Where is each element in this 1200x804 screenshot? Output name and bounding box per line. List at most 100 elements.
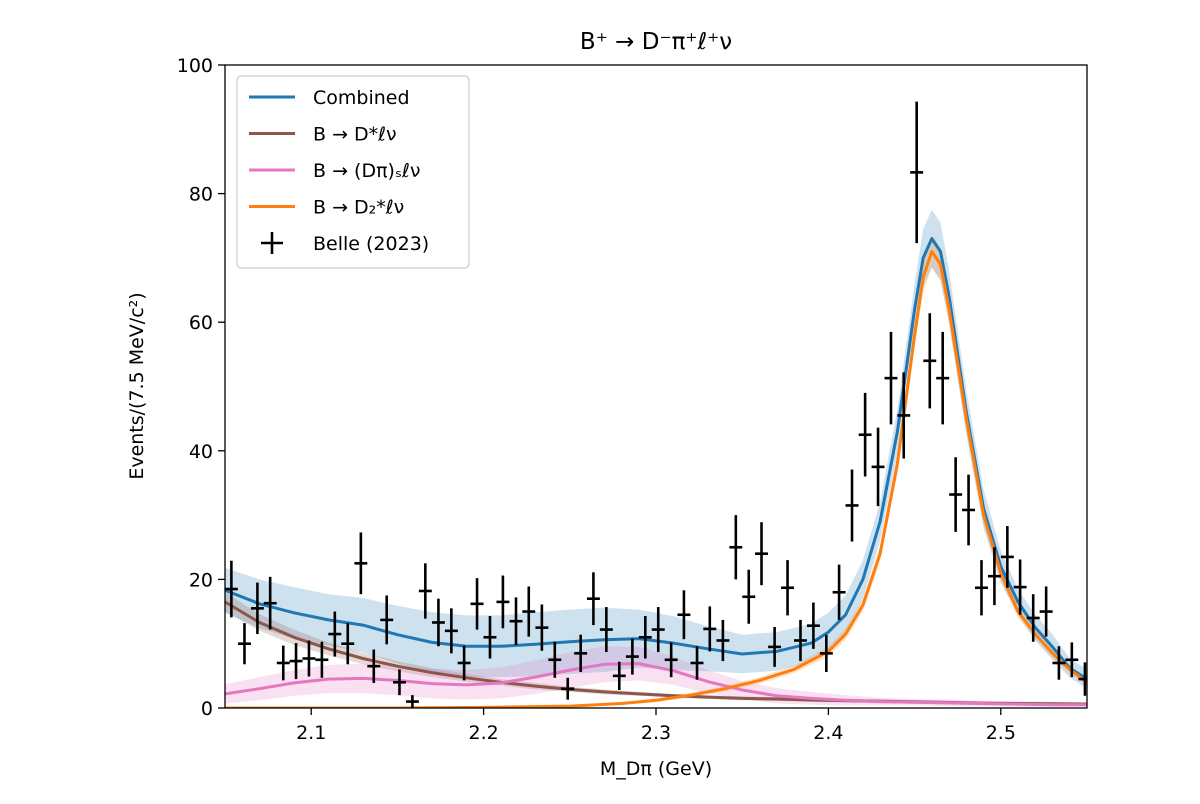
x-tick-label: 2.4 bbox=[813, 722, 843, 744]
data-point bbox=[1078, 662, 1087, 696]
data-point bbox=[923, 313, 937, 409]
legend-label: B → D*ℓν bbox=[313, 124, 397, 146]
legend-item-b-d: B → D*ℓν bbox=[249, 124, 397, 146]
data-point bbox=[703, 606, 717, 652]
data-point bbox=[664, 642, 678, 678]
data-point bbox=[962, 474, 976, 546]
data-point bbox=[535, 604, 549, 651]
data-point bbox=[1065, 642, 1079, 678]
data-point bbox=[819, 634, 833, 672]
data-point bbox=[302, 640, 316, 677]
data-point bbox=[457, 645, 471, 681]
data-point bbox=[315, 641, 329, 678]
data-point bbox=[755, 522, 768, 586]
data-point bbox=[574, 634, 588, 672]
data-point bbox=[690, 646, 704, 680]
band-b-d bbox=[225, 592, 1087, 707]
data-point bbox=[380, 595, 394, 645]
data-point bbox=[729, 515, 743, 580]
uncertainty-bands bbox=[225, 209, 1087, 708]
data-point bbox=[483, 616, 497, 659]
data-point bbox=[250, 582, 264, 635]
y-tick-label: 100 bbox=[177, 55, 213, 77]
data-point bbox=[794, 619, 807, 662]
data-point bbox=[806, 602, 820, 649]
data-point bbox=[716, 619, 730, 662]
data-point bbox=[897, 372, 911, 459]
data-point bbox=[367, 649, 381, 683]
data-point bbox=[1052, 646, 1066, 680]
y-tick-label: 20 bbox=[189, 569, 213, 591]
data-point bbox=[276, 645, 290, 681]
legend: Combined B → D*ℓν B → (Dπ)ₛℓν B → D₂*ℓν Bell… bbox=[236, 75, 470, 269]
data-point bbox=[742, 569, 756, 624]
data-point bbox=[768, 626, 782, 667]
data-point bbox=[405, 695, 419, 708]
band-combined bbox=[225, 209, 1087, 689]
y-tick-label: 80 bbox=[189, 184, 213, 206]
data-point bbox=[522, 586, 536, 637]
data-point bbox=[328, 611, 342, 657]
data-point bbox=[949, 457, 963, 532]
data-point bbox=[509, 597, 523, 645]
x-axis-title: M_Dπ (GeV) bbox=[600, 758, 712, 780]
legend-label: B → (Dπ)ₛℓν bbox=[313, 160, 420, 182]
data-points bbox=[225, 101, 1087, 708]
data-point bbox=[612, 661, 626, 690]
data-point bbox=[781, 560, 795, 616]
legend-item-b-d: B → (Dπ)ₛℓν bbox=[249, 160, 420, 182]
data-point bbox=[677, 590, 691, 640]
data-point bbox=[238, 623, 251, 665]
data-point bbox=[910, 101, 924, 244]
x-tick-label: 2.3 bbox=[641, 722, 671, 744]
data-point bbox=[599, 607, 613, 653]
data-point bbox=[444, 608, 458, 654]
data-point bbox=[987, 547, 1001, 606]
legend-frame bbox=[236, 75, 470, 269]
line-combined bbox=[225, 237, 1087, 681]
data-point bbox=[1000, 526, 1014, 588]
data-point bbox=[431, 598, 445, 647]
data-point bbox=[871, 427, 885, 507]
data-point bbox=[651, 607, 665, 653]
axes: 2.1 2.2 2.3 2.4 2.5 0 20 40 60 80 100 bbox=[177, 55, 1016, 744]
data-point bbox=[858, 392, 872, 477]
data-point bbox=[289, 643, 303, 680]
data-point bbox=[561, 677, 575, 700]
x-tick-label: 2.5 bbox=[986, 722, 1016, 744]
x-tick-label: 2.2 bbox=[468, 722, 498, 744]
line-b-d bbox=[225, 662, 1087, 707]
data-point bbox=[975, 560, 988, 616]
data-point bbox=[341, 623, 355, 665]
data-point bbox=[845, 469, 859, 542]
data-point bbox=[638, 616, 652, 659]
legend-item-combined: Combined bbox=[249, 87, 410, 109]
data-point bbox=[586, 572, 600, 626]
data-point bbox=[1039, 586, 1053, 637]
data-point bbox=[936, 331, 950, 425]
legend-label: Combined bbox=[313, 87, 410, 109]
legend-item-belle-2023: Belle (2023) bbox=[261, 232, 429, 255]
data-point bbox=[625, 638, 639, 675]
data-point bbox=[832, 564, 846, 620]
data-point bbox=[263, 576, 277, 630]
data-point bbox=[1026, 594, 1040, 642]
chart-title: B⁺ → D⁻π⁺ℓ⁺ν bbox=[580, 29, 732, 55]
y-tick-label: 60 bbox=[189, 312, 213, 334]
data-point bbox=[884, 331, 898, 425]
data-point bbox=[548, 641, 562, 678]
data-point bbox=[418, 563, 432, 619]
data-point bbox=[1013, 559, 1027, 615]
y-axis-title: Events/(7.5 MeV/c²) bbox=[126, 292, 148, 479]
data-point bbox=[225, 560, 238, 618]
band-b-d bbox=[225, 646, 1087, 707]
x-tick-label: 2.1 bbox=[296, 722, 326, 744]
data-point bbox=[470, 578, 484, 630]
legend-item-b-d: B → D₂*ℓν bbox=[249, 197, 404, 219]
legend-label: Belle (2023) bbox=[313, 233, 429, 255]
data-point bbox=[354, 532, 368, 595]
data-point bbox=[496, 575, 510, 629]
